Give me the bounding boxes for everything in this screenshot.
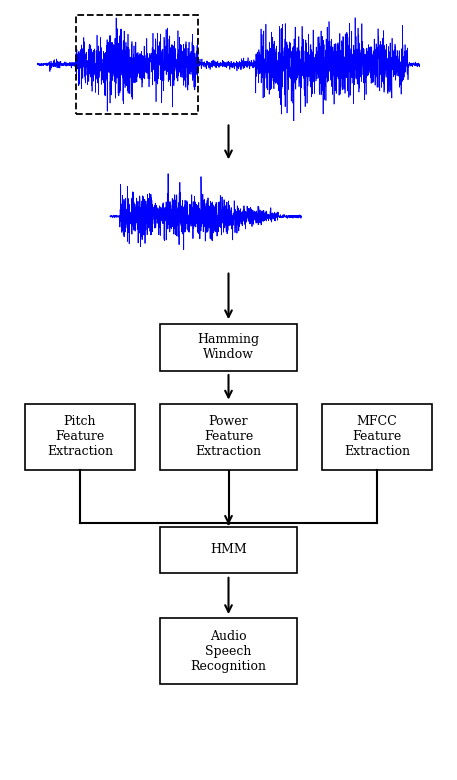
Text: Hamming
Window: Hamming Window bbox=[197, 333, 260, 361]
Text: HMM: HMM bbox=[210, 544, 247, 556]
FancyBboxPatch shape bbox=[160, 526, 297, 573]
Bar bbox=[75, 15, 198, 114]
Text: MFCC
Feature
Extraction: MFCC Feature Extraction bbox=[344, 415, 410, 459]
FancyBboxPatch shape bbox=[25, 404, 135, 470]
FancyBboxPatch shape bbox=[322, 404, 432, 470]
FancyBboxPatch shape bbox=[160, 324, 297, 370]
Text: Power
Feature
Extraction: Power Feature Extraction bbox=[196, 415, 261, 459]
Text: Audio
Speech
Recognition: Audio Speech Recognition bbox=[191, 629, 266, 673]
FancyBboxPatch shape bbox=[160, 404, 297, 470]
Text: Pitch
Feature
Extraction: Pitch Feature Extraction bbox=[47, 415, 113, 459]
FancyBboxPatch shape bbox=[160, 618, 297, 685]
